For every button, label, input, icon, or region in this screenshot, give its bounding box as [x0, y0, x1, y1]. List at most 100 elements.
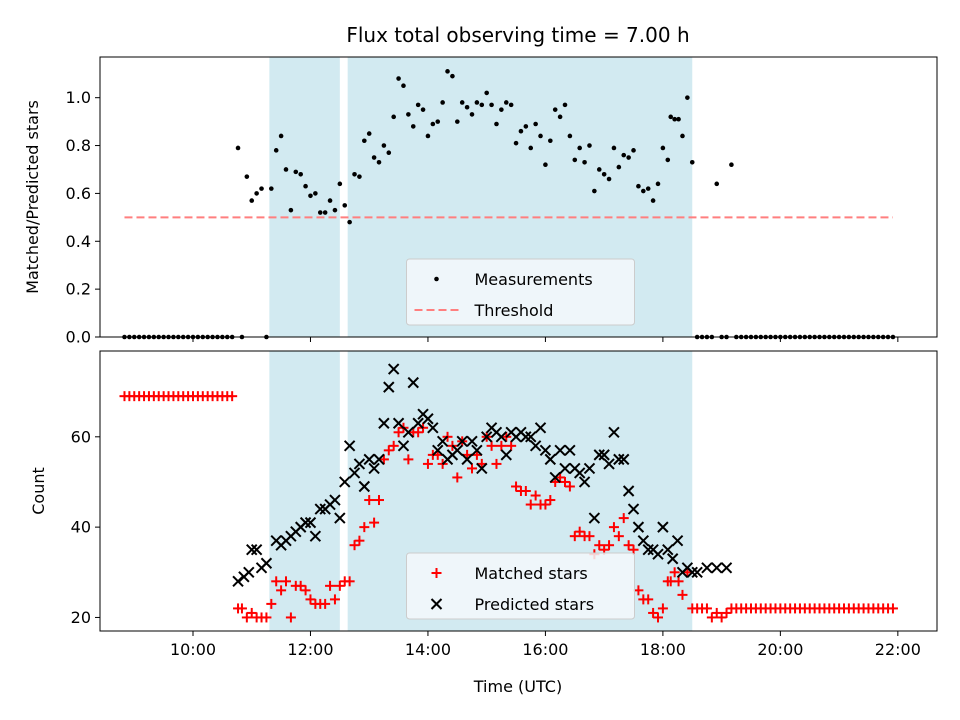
measurement-point — [680, 133, 685, 139]
matched-star-point — [716, 612, 727, 623]
matched-star-point — [413, 427, 424, 438]
measurement-point — [401, 83, 406, 89]
matched-star-point — [329, 594, 340, 605]
matched-star-point — [354, 535, 365, 546]
measurement-point — [415, 102, 421, 108]
ratio-panel: 0.0 0.2 0.4 0.6 0.8 1.0 Matched/Predicted sta… — [23, 56, 938, 347]
matched-star-point — [520, 486, 531, 496]
y-tick-label: 0.8 — [66, 136, 91, 155]
measurement-point — [714, 181, 720, 187]
predicted-star-point — [260, 557, 273, 569]
matched-star-point — [653, 612, 663, 623]
y-tick-label: 1.0 — [66, 88, 91, 107]
predicted-star-point — [608, 426, 620, 438]
x-tick-label: 14:00 — [405, 640, 451, 659]
count-panel: 20 40 60 10:00 12:00 14:00 16:00 18:00 20:00 22:… — [29, 350, 938, 659]
measurement-point — [303, 183, 308, 189]
predicted-star-point — [246, 544, 258, 556]
y-tick-label: 0.4 — [66, 232, 91, 251]
legend-box — [406, 258, 635, 326]
predicted-star-point — [471, 444, 483, 457]
predicted-star-point — [476, 462, 488, 475]
predicted-star-point — [402, 426, 415, 438]
predicted-star-point — [520, 431, 532, 443]
predicted-star-point — [422, 413, 434, 425]
measurement-point — [347, 219, 352, 225]
predicted-star-point — [671, 534, 684, 547]
measurement-point — [601, 171, 607, 177]
predicted-star-point — [427, 422, 439, 434]
matched-star-point — [374, 495, 384, 506]
predicted-star-point — [559, 462, 571, 475]
predicted-star-point — [686, 566, 698, 578]
predicted-star-point — [343, 440, 356, 452]
measurement-point — [655, 181, 661, 187]
measurement-point — [235, 145, 241, 151]
predicted-star-point — [407, 376, 419, 389]
x-tick-label: 10:00 — [170, 640, 216, 659]
measurement-point — [420, 107, 426, 112]
measurement-point — [645, 186, 651, 191]
measurement-point — [548, 138, 553, 144]
predicted-star-point — [627, 503, 640, 515]
predicted-star-point — [387, 363, 400, 375]
measurement-point — [523, 124, 529, 129]
x-axis-label: Time (UTC) — [473, 677, 562, 696]
matched-star-point — [618, 513, 629, 524]
predicted-star-point — [720, 562, 733, 574]
measurement-point — [327, 198, 333, 203]
predicted-star-point — [554, 444, 566, 457]
measurement-point — [450, 73, 455, 79]
measurement-point — [371, 155, 377, 160]
predicted-star-point — [480, 431, 493, 443]
measurement-point — [538, 133, 543, 139]
measurement-point — [611, 145, 617, 151]
measurement-point — [469, 112, 475, 117]
predicted-star-point — [412, 417, 424, 429]
predicted-star-point — [353, 458, 366, 470]
x-tick-label: 22:00 — [875, 640, 921, 659]
legend-marker-predicted — [430, 598, 443, 610]
legend-label: Matched stars — [475, 564, 588, 583]
measurement-point — [406, 112, 411, 117]
measurement-point — [322, 210, 328, 215]
predicted-star-point — [593, 449, 605, 461]
predicted-star-point — [618, 453, 630, 466]
matched-star-point — [325, 580, 336, 591]
y-tick-label: 0.6 — [66, 184, 91, 203]
matched-star-point — [604, 540, 615, 551]
predicted-star-point — [392, 417, 405, 429]
matched-star-point — [236, 603, 247, 614]
predicted-star-point — [436, 435, 449, 448]
predicted-star-point — [652, 548, 664, 560]
measurement-point — [513, 140, 519, 146]
ratio-panel-ylabel: Matched/Predicted stars — [23, 100, 42, 294]
predicted-star-point — [598, 449, 610, 461]
measurement-point — [528, 145, 534, 151]
predicted-star-point — [250, 544, 263, 556]
measurement-point — [445, 69, 450, 74]
legend-marker-matched — [431, 568, 442, 578]
predicted-star-point — [525, 431, 537, 443]
matched-star-point — [393, 427, 404, 438]
predicted-star-point — [378, 417, 390, 429]
predicted-star-point — [299, 516, 312, 529]
measurement-point — [425, 133, 431, 139]
matched-star-point — [486, 440, 497, 451]
measurement-point — [631, 148, 636, 153]
matched-star-point — [344, 576, 355, 587]
measurement-point — [288, 207, 294, 213]
measurement-point — [729, 162, 734, 167]
matched-star-point — [530, 490, 541, 501]
chart-title: Flux total observing time = 7.00 h — [346, 23, 689, 47]
measurement-point — [636, 183, 641, 189]
predicted-star-point — [329, 494, 341, 506]
measurement-point — [676, 116, 681, 122]
measurement-point — [430, 121, 436, 127]
matched-star-point — [403, 454, 414, 465]
predicted-star-point — [657, 521, 669, 533]
predicted-star-point — [573, 467, 586, 479]
measurement-point — [455, 119, 460, 124]
matched-star-point — [295, 580, 306, 591]
